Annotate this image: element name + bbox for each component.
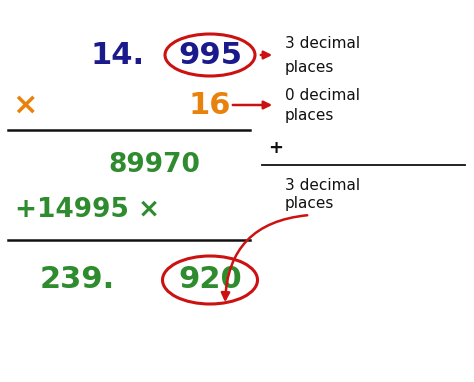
Text: 3 decimal: 3 decimal	[285, 36, 360, 50]
Text: ×: ×	[12, 91, 38, 120]
FancyArrowPatch shape	[222, 215, 307, 299]
Text: 995: 995	[178, 40, 242, 70]
Text: places: places	[285, 107, 334, 123]
Text: 239.: 239.	[40, 265, 115, 295]
Text: 14.: 14.	[91, 40, 145, 70]
Text: places: places	[285, 196, 334, 210]
Text: 920: 920	[178, 265, 242, 295]
Text: 16: 16	[189, 91, 231, 120]
Text: places: places	[285, 60, 334, 74]
Text: +14995 ×: +14995 ×	[15, 197, 160, 223]
Text: 0 decimal: 0 decimal	[285, 87, 360, 102]
Text: +: +	[268, 139, 283, 157]
Text: 89970: 89970	[108, 152, 200, 178]
Text: 3 decimal: 3 decimal	[285, 178, 360, 193]
